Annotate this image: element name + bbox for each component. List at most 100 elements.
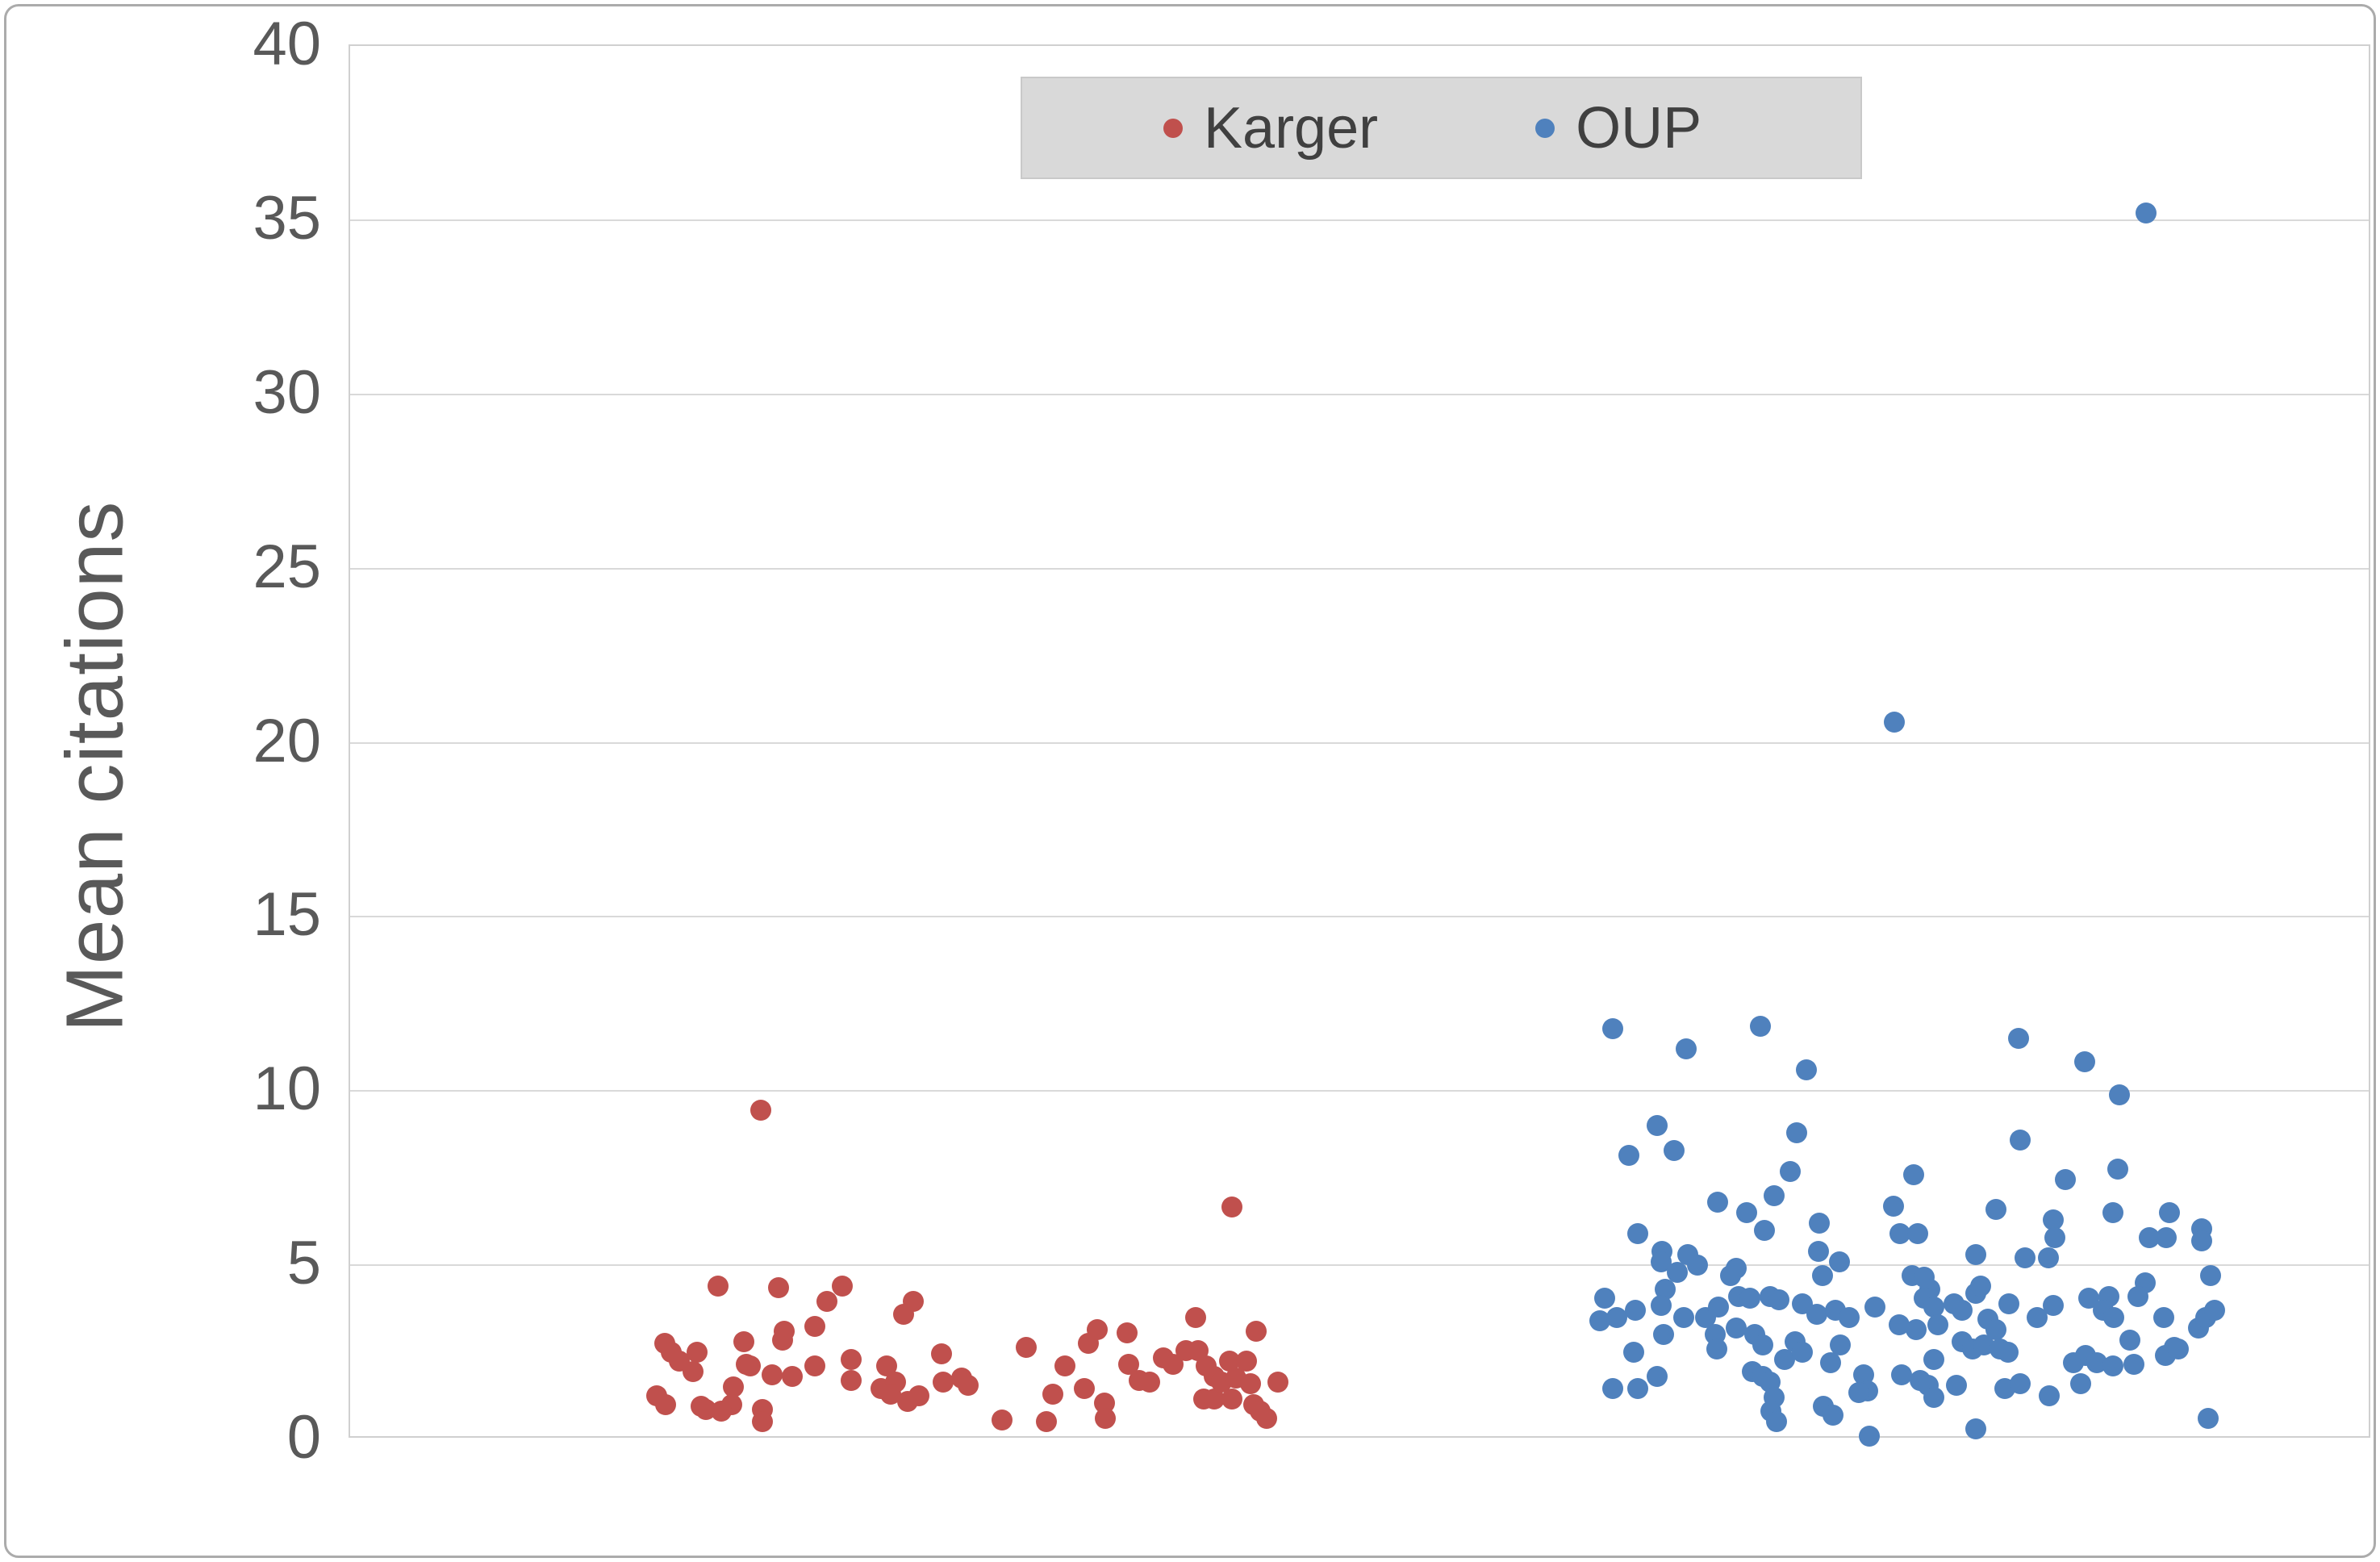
karger-data-point: [832, 1276, 853, 1297]
oup-data-point: [1859, 1425, 1880, 1447]
karger-data-point: [933, 1371, 954, 1393]
plot-area: [349, 44, 2370, 1447]
oup-data-point: [2044, 1226, 2065, 1248]
oup-data-point: [1792, 1342, 1813, 1364]
oup-data-point: [1667, 1261, 1688, 1283]
karger-data-point: [1016, 1336, 1037, 1358]
oup-data-point: [1808, 1240, 1829, 1262]
oup-series-marker-icon: [1535, 118, 1555, 138]
oup-data-point: [1889, 1223, 1910, 1245]
karger-data-point: [931, 1343, 952, 1365]
oup-data-point: [1903, 1163, 1924, 1185]
karger-data-point: [750, 1099, 771, 1121]
oup-data-point: [1651, 1294, 1672, 1316]
oup-data-point: [2055, 1169, 2076, 1191]
y-tick-label-40: 40: [253, 10, 321, 78]
oup-data-point: [1647, 1115, 1668, 1137]
oup-data-point: [1952, 1300, 1973, 1322]
oup-data-point: [1707, 1192, 1728, 1213]
karger-data-point: [1185, 1306, 1206, 1328]
oup-data-point: [2103, 1306, 2124, 1328]
oup-data-point: [2074, 1050, 2095, 1072]
oup-data-point: [2010, 1129, 2031, 1151]
y-tick-label-15: 15: [253, 880, 321, 950]
karger-data-point: [992, 1410, 1013, 1431]
oup-data-point: [2107, 1159, 2128, 1180]
oup-data-point: [1754, 1219, 1775, 1241]
gridline-30: [350, 393, 2369, 395]
y-tick-label-10: 10: [253, 1055, 321, 1124]
oup-data-point: [1809, 1213, 1830, 1234]
oup-data-point: [1820, 1352, 1841, 1373]
y-tick-label-25: 25: [253, 532, 321, 601]
gridline-25: [350, 567, 2369, 570]
oup-data-point: [1970, 1276, 1991, 1297]
karger-data-point: [816, 1291, 837, 1313]
y-tick-label-35: 35: [253, 183, 321, 253]
gridline-10: [350, 1090, 2369, 1092]
oup-data-point: [1720, 1265, 1741, 1287]
oup-data-point: [1618, 1145, 1639, 1167]
oup-data-point: [1923, 1387, 1944, 1409]
legend-label-karger: Karger: [1204, 95, 1379, 161]
karger-data-point: [708, 1276, 729, 1297]
karger-data-point: [1240, 1372, 1261, 1394]
oup-data-point: [1606, 1306, 1627, 1328]
oup-data-point: [1673, 1306, 1694, 1328]
gridline-20: [350, 741, 2369, 744]
karger-data-point: [733, 1331, 754, 1353]
oup-data-point: [2136, 203, 2157, 224]
oup-data-point: [1602, 1378, 1623, 1400]
oup-data-point: [2123, 1354, 2144, 1376]
oup-data-point: [1625, 1300, 1646, 1322]
oup-data-point: [1884, 711, 1905, 733]
oup-data-point: [1594, 1288, 1615, 1309]
karger-data-point: [841, 1348, 862, 1370]
karger-data-point: [695, 1399, 716, 1421]
oup-data-point: [2156, 1226, 2177, 1248]
oup-data-point: [1752, 1334, 1773, 1356]
legend-item-oup: OUP: [1535, 95, 1701, 161]
oup-data-point: [1946, 1375, 1967, 1397]
karger-data-point: [772, 1329, 793, 1351]
oup-data-point: [1883, 1195, 1904, 1217]
oup-data-point: [2109, 1084, 2130, 1105]
karger-data-point: [893, 1303, 914, 1325]
oup-data-point: [2102, 1355, 2123, 1377]
karger-data-point: [1256, 1408, 1277, 1430]
oup-data-point: [2204, 1300, 2225, 1322]
oup-data-point: [1653, 1324, 1674, 1346]
oup-data-point: [1786, 1122, 1807, 1144]
karger-data-point: [1139, 1371, 1160, 1393]
oup-data-point: [1965, 1244, 1986, 1266]
oup-data-point: [1627, 1378, 1648, 1400]
oup-data-point: [1907, 1223, 1928, 1245]
karger-data-point: [1236, 1350, 1257, 1372]
y-tick-label-20: 20: [253, 706, 321, 775]
oup-data-point: [1830, 1334, 1851, 1356]
gridline-5: [350, 1264, 2369, 1267]
oup-data-point: [1796, 1059, 1817, 1081]
oup-data-point: [1812, 1265, 1833, 1287]
karger-data-point: [687, 1342, 708, 1364]
karger-data-point: [804, 1315, 825, 1337]
karger-data-point: [1074, 1378, 1095, 1400]
oup-data-point: [2043, 1294, 2064, 1316]
karger-data-point: [1246, 1321, 1267, 1343]
oup-data-point: [1998, 1293, 2019, 1314]
karger-data-point: [1054, 1355, 1075, 1377]
karger-data-point: [804, 1355, 825, 1377]
oup-data-point: [1706, 1338, 1727, 1359]
oup-data-point: [1768, 1289, 1789, 1311]
oup-data-point: [1906, 1318, 1927, 1340]
oup-data-point: [1985, 1199, 2006, 1221]
karger-data-point: [958, 1375, 979, 1397]
oup-data-point: [2038, 1247, 2059, 1269]
oup-data-point: [1965, 1418, 1986, 1440]
karger-data-point: [762, 1364, 783, 1386]
oup-data-point: [2119, 1329, 2140, 1351]
oup-data-point: [1829, 1251, 1850, 1272]
oup-data-point: [1823, 1404, 1843, 1426]
karger-data-point: [908, 1385, 929, 1407]
oup-data-point: [1923, 1348, 1944, 1370]
